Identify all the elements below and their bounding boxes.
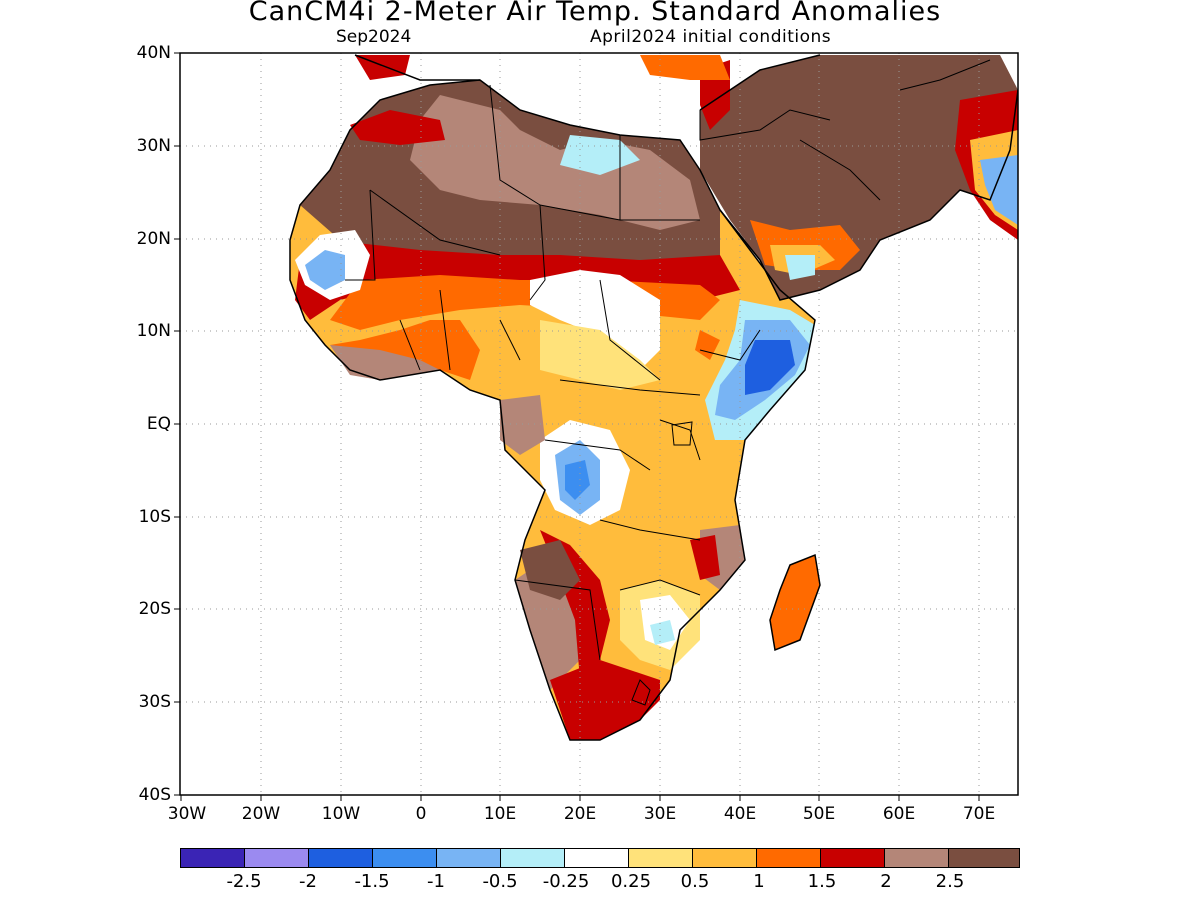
- lat-label-10n: 10N: [136, 321, 171, 341]
- lat-label-30s: 30S: [138, 692, 171, 712]
- legend-swatch-9: [692, 848, 757, 868]
- legend-label-9: 1: [753, 871, 765, 892]
- legend-label-10: 1.5: [807, 871, 837, 892]
- legend-swatch-13: [948, 848, 1020, 868]
- lat-label-eq: EQ: [146, 414, 171, 434]
- lon-label-50e: 50E: [802, 804, 836, 824]
- lat-label-20n: 20N: [136, 229, 171, 249]
- legend-label-12: 2.5: [935, 871, 965, 892]
- lon-label-30w: 30W: [167, 804, 207, 824]
- lon-label-20w: 20W: [241, 804, 281, 824]
- legend-swatch-8: [628, 848, 693, 868]
- chart-title: CanCM4i 2-Meter Air Temp. Standard Anoma…: [248, 0, 942, 27]
- lon-label-30e: 30E: [643, 804, 677, 824]
- madagascar: [770, 555, 820, 650]
- lon-label-40e: 40E: [723, 804, 757, 824]
- lat-label-10s: 10S: [138, 507, 171, 527]
- legend-label-5: -0.5: [482, 871, 518, 892]
- lon-label-60e: 60E: [882, 804, 916, 824]
- legend-swatch-6: [500, 848, 565, 868]
- lon-label-20e: 20E: [563, 804, 597, 824]
- axis-ticks: [174, 52, 980, 801]
- lat-label-20s: 20S: [138, 599, 171, 619]
- legend-swatch-12: [884, 848, 949, 868]
- country-borders: [345, 59, 991, 706]
- legend-label-8: 0.5: [680, 871, 710, 892]
- initial-conditions: April2024 initial conditions: [590, 27, 832, 47]
- anomaly-shading: [290, 55, 1018, 740]
- lon-label-10e: 10E: [483, 804, 517, 824]
- gridlines: [180, 53, 1018, 795]
- legend-label-4: -1: [427, 871, 445, 892]
- lon-label-10w: 10W: [321, 804, 361, 824]
- legend-label-11: 2: [880, 871, 892, 892]
- legend-swatch-10: [756, 848, 821, 868]
- lon-label-70e: 70E: [962, 804, 996, 824]
- coastlines: [289, 54, 1018, 741]
- legend-label-3: -1.5: [354, 871, 390, 892]
- legend-swatch-3: [308, 848, 373, 868]
- legend-swatch-1: [180, 848, 245, 868]
- legend-swatch-7: [564, 848, 629, 868]
- legend-swatch-11: [820, 848, 885, 868]
- legend-label-2: -2: [299, 871, 317, 892]
- lat-label-40s: 40S: [138, 785, 171, 805]
- legend-swatch-2: [244, 848, 309, 868]
- legend-label-6: -0.25: [542, 871, 590, 892]
- lat-label-40n: 40N: [136, 43, 171, 63]
- legend-label-7: 0.25: [610, 871, 652, 892]
- legend-label-1: -2.5: [226, 871, 262, 892]
- lon-label-0: 0: [415, 804, 427, 824]
- legend-swatch-5: [436, 848, 501, 868]
- lat-label-30n: 30N: [136, 136, 171, 156]
- legend-swatch-4: [372, 848, 437, 868]
- valid-month: Sep2024: [336, 27, 412, 47]
